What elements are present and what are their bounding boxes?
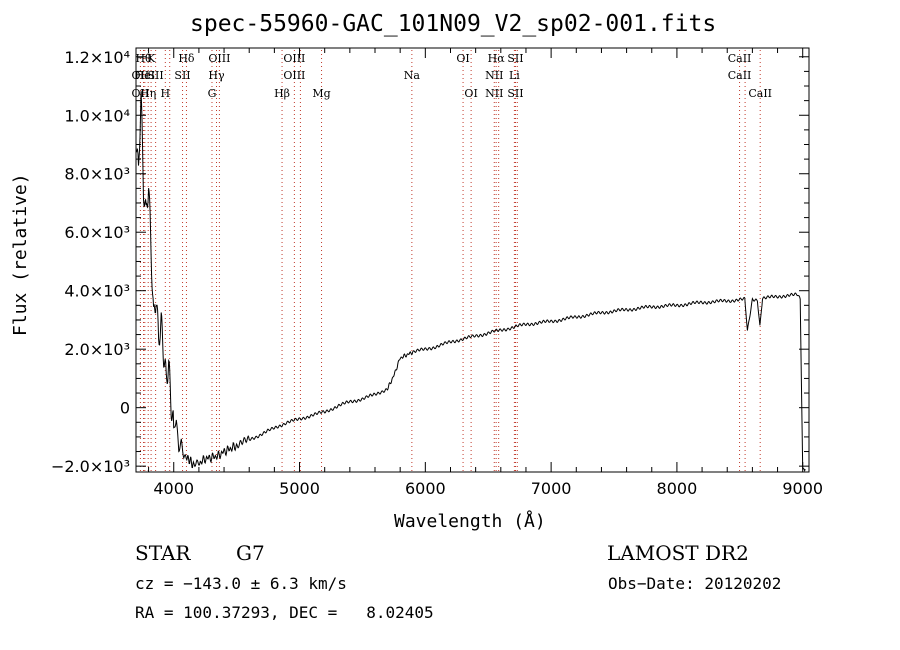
plot-border bbox=[135, 47, 810, 473]
y-tick-label: −2.0×10³ bbox=[51, 457, 130, 476]
x-tick-label: 8000 bbox=[657, 479, 698, 498]
x-tick-label: 4000 bbox=[153, 479, 194, 498]
spectral-line-label: HeI bbox=[135, 69, 155, 82]
spectral-line-label: CaII bbox=[728, 52, 752, 65]
object-type: STAR bbox=[135, 541, 191, 565]
line-labels-layer: OIIOIIHθHeIHηKSIIHSIIHδGHγOIIIHβOIIIOIII… bbox=[132, 52, 772, 100]
object-subclass: G7 bbox=[236, 541, 265, 565]
y-tick-label: 1.0×10⁴ bbox=[64, 106, 130, 125]
spectral-line-label: SII bbox=[507, 87, 523, 100]
redshift-cz: cz = −143.0 ± 6.3 km/s bbox=[135, 574, 347, 593]
spectral-line-label: SII bbox=[148, 69, 164, 82]
sky-coordinates: RA = 100.37293, DEC = 8.02405 bbox=[135, 603, 434, 622]
y-tick-label: 6.0×10³ bbox=[64, 223, 130, 242]
emission-lines-layer bbox=[139, 50, 761, 472]
spectral-line-label: OIII bbox=[208, 52, 230, 65]
x-tick-label: 9000 bbox=[782, 479, 823, 498]
spectral-line-label: Hη bbox=[140, 87, 156, 100]
spectral-line-label: Hβ bbox=[274, 87, 290, 100]
survey-name: LAMOST DR2 bbox=[607, 541, 749, 565]
observation-date: Obs−Date: 20120202 bbox=[608, 574, 782, 593]
x-axis-label: Wavelength (Å) bbox=[394, 511, 546, 532]
y-tick-label: 2.0×10³ bbox=[64, 340, 130, 359]
spectral-line-label: Na bbox=[404, 69, 421, 82]
spectral-line-label: SII bbox=[507, 52, 523, 65]
y-tick-label: 1.2×10⁴ bbox=[64, 48, 130, 67]
spectral-line-label: NII bbox=[485, 69, 503, 82]
spectral-line-label: NII bbox=[485, 87, 503, 100]
spectral-line-label: OII bbox=[132, 69, 150, 82]
spectral-line-label: SII bbox=[174, 69, 190, 82]
spectrum-line bbox=[135, 91, 806, 472]
chart-title: spec-55960-GAC_101N09_V2_sp02-001.fits bbox=[190, 11, 717, 37]
spectral-line-label: OI bbox=[456, 52, 469, 65]
spectral-line-label: OI bbox=[464, 87, 477, 100]
spectral-line-label: Hγ bbox=[208, 69, 225, 82]
x-tick-label: 7000 bbox=[531, 479, 572, 498]
spectral-line-label: CaII bbox=[728, 69, 752, 82]
spectral-line-label: OIII bbox=[283, 52, 305, 65]
series-layer bbox=[135, 91, 806, 472]
spectral-line-label: Li bbox=[509, 69, 520, 82]
spectral-line-label: OII bbox=[132, 87, 150, 100]
spectral-line-label: G bbox=[208, 87, 217, 100]
spectral-line-label: K bbox=[147, 52, 156, 65]
x-tick-label: 6000 bbox=[405, 479, 446, 498]
spectral-line-label: Mg bbox=[312, 87, 330, 100]
spectral-line-label: Hδ bbox=[178, 52, 195, 65]
spectral-line-label: Hα bbox=[488, 52, 506, 65]
y-tick-label: 8.0×10³ bbox=[64, 165, 130, 184]
y-axis-label: Flux (relative) bbox=[10, 173, 31, 336]
spectral-line-label: CaII bbox=[748, 87, 772, 100]
spectral-line-label: Hθ bbox=[135, 52, 152, 65]
y-tick-label: 4.0×10³ bbox=[64, 282, 130, 301]
spectral-line-label: H bbox=[161, 87, 171, 100]
spectral-line-label: OIII bbox=[283, 69, 305, 82]
y-tick-label: 0 bbox=[120, 399, 130, 418]
x-tick-label: 5000 bbox=[279, 479, 320, 498]
plot-frame bbox=[135, 47, 810, 473]
axis-ticks: 4000 5000 6000 7000 8000 9000 −2.0×10³ 0 2.0×10³… bbox=[51, 48, 823, 498]
